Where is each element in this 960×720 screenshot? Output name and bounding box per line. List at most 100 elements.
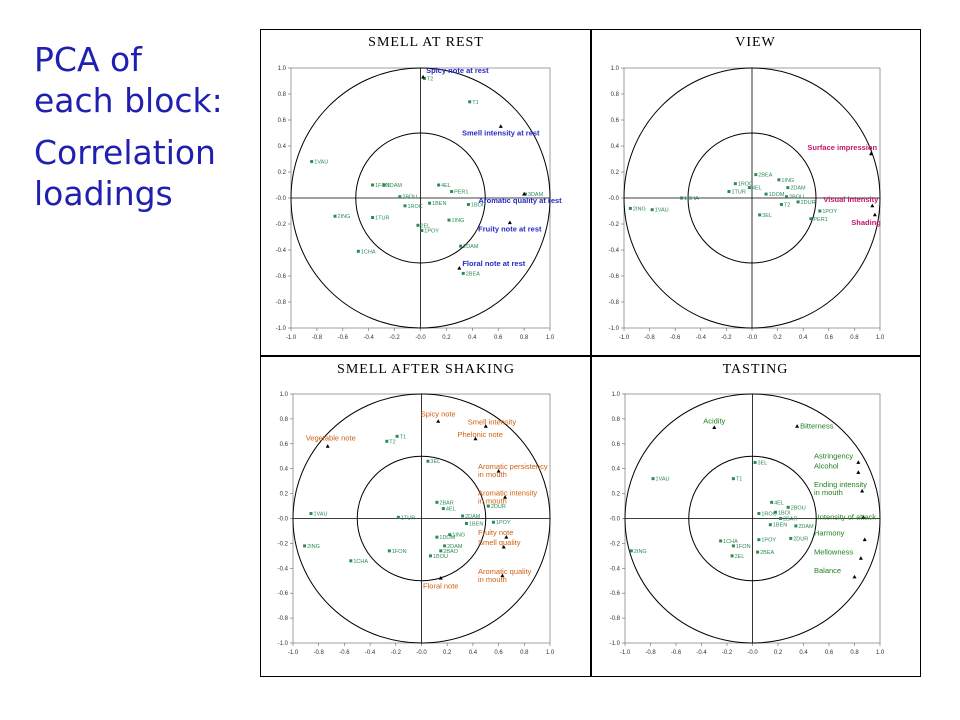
- sample-label: 1POY: [424, 229, 439, 235]
- correlation-circle: [355, 132, 486, 264]
- attribute-marker: [438, 576, 443, 580]
- x-tick-label: 0.8: [520, 335, 529, 341]
- x-tick-label: -0.0: [415, 335, 426, 341]
- sample-point: 1CHA: [349, 559, 368, 565]
- attribute-marker: [483, 424, 488, 428]
- y-tick-label: -0.8: [609, 300, 620, 306]
- sample-label: 3EL: [430, 459, 440, 465]
- sample-label: 2ING: [633, 206, 646, 212]
- attribute-marker: [436, 419, 441, 423]
- x-tick-label: -0.6: [338, 335, 349, 341]
- attribute-marker: [869, 151, 874, 156]
- sample-marker: [461, 271, 465, 275]
- attribute-point: Smell intensity: [468, 417, 516, 428]
- attribute-label: Floral note: [423, 581, 458, 590]
- sample-label: 2DAM: [447, 544, 463, 550]
- sample-label: 3DAM: [528, 192, 544, 198]
- sample-label: 1ROC: [738, 182, 753, 188]
- sample-marker: [303, 544, 307, 548]
- sample-marker: [385, 439, 389, 443]
- x-tick-label: -0.4: [364, 335, 375, 341]
- sample-label: PER1: [813, 217, 827, 223]
- sample-label: 1FON: [392, 549, 407, 555]
- sample-label: 1ROC: [407, 204, 422, 210]
- sample-label: 1VAU: [314, 160, 328, 166]
- y-tick-label: 1.0: [611, 66, 620, 72]
- y-tick-label: 0.2: [278, 170, 287, 176]
- y-tick-label: 0.2: [612, 492, 621, 498]
- attribute-label: in mouth: [478, 470, 507, 479]
- y-tick-label: -0.0: [278, 517, 289, 523]
- sample-label: 1ING: [781, 178, 794, 184]
- correlation-circle: [292, 393, 551, 644]
- sample-point: 2ING: [303, 544, 320, 550]
- attribute-label: Bitterness: [800, 421, 834, 430]
- attribute-point: Smell intensity at rest: [462, 124, 540, 138]
- y-tick-label: -1.0: [609, 326, 620, 332]
- sample-point: 2BOU: [786, 505, 806, 511]
- sample-marker: [786, 186, 790, 190]
- x-tick-label: 1.0: [876, 335, 885, 341]
- attribute-label: Acidity: [703, 417, 725, 426]
- attribute-label: Spicy note at rest: [426, 66, 489, 75]
- attribute-marker: [870, 203, 875, 208]
- attribute-marker: [856, 460, 861, 464]
- attribute-point: Intensity of attack: [818, 512, 877, 521]
- sample-point: 1CHA: [680, 196, 699, 202]
- attribute-point: Harmony: [814, 529, 867, 542]
- pca-figure: SMELL AT REST -1.0 -0.8 -0.6 -0.4 -0.2 -0.0 0.2…: [260, 29, 921, 677]
- sample-point: T2: [385, 439, 396, 445]
- attribute-point: Spicy note at rest: [421, 66, 489, 79]
- sample-marker: [794, 524, 798, 528]
- sample-marker: [382, 183, 386, 187]
- panel-title: SMELL AT REST: [368, 35, 484, 50]
- sample-marker: [428, 554, 432, 558]
- panel-title: SMELL AFTER SHAKING: [337, 362, 515, 377]
- sample-marker: [371, 216, 375, 219]
- sample-marker: [754, 173, 758, 177]
- sample-point: 1ING: [448, 533, 465, 539]
- y-tick-label: 0.4: [278, 144, 287, 150]
- y-tick-label: 0.8: [280, 417, 289, 423]
- y-tick-label: 1.0: [612, 392, 621, 398]
- x-tick-label: 0.6: [494, 650, 503, 656]
- sample-marker: [523, 192, 527, 196]
- sample-marker: [387, 549, 391, 553]
- sample-label: 2DUR: [491, 504, 506, 510]
- sample-point: 1POY: [491, 520, 511, 526]
- y-tick-label: -0.8: [610, 616, 621, 622]
- attribute-label: Shading: [851, 218, 881, 227]
- sample-label: 1VAU: [313, 512, 327, 518]
- sample-point: 4EL: [437, 183, 451, 189]
- sample-label: 2DAM: [798, 524, 814, 530]
- sample-marker: [757, 538, 761, 542]
- sample-label: 1TUR: [375, 216, 389, 222]
- attribute-label: Ending intensity: [814, 480, 867, 489]
- sample-label: 1BOU: [433, 554, 448, 560]
- sample-label: 2BAR: [783, 517, 797, 523]
- panel-4: TASTING -1.0 -0.8 -0.6 -0.4 -0.2 -0.0 0.2 0.4 0.6…: [610, 362, 885, 656]
- y-tick-label: -0.4: [278, 566, 289, 572]
- attribute-point: Fruity note at rest: [478, 220, 542, 234]
- y-tick-label: 0.6: [278, 118, 287, 124]
- x-tick-label: 1.0: [546, 650, 555, 656]
- attribute-label: Balance: [814, 566, 841, 575]
- attribute-marker: [852, 574, 857, 579]
- y-tick-label: -0.0: [609, 196, 620, 202]
- sample-point: 3EL: [753, 460, 767, 466]
- attribute-label: Aromatic quality at rest: [478, 196, 562, 205]
- x-tick-label: 0.2: [773, 335, 782, 341]
- slide-title-line-1: PCA of: [34, 40, 142, 79]
- sample-label: 2BAR: [439, 500, 453, 506]
- sample-point: 1ING: [447, 218, 464, 224]
- sample-label: 2DAM: [463, 244, 479, 250]
- y-tick-label: -0.4: [609, 248, 620, 254]
- attribute-point: Floral note at rest: [457, 259, 526, 270]
- sample-marker: [779, 517, 783, 520]
- attribute-label: Smell intensity at rest: [462, 129, 540, 138]
- sample-label: 2ING: [634, 549, 647, 555]
- sample-marker: [733, 182, 737, 186]
- sample-point: T1: [468, 100, 479, 106]
